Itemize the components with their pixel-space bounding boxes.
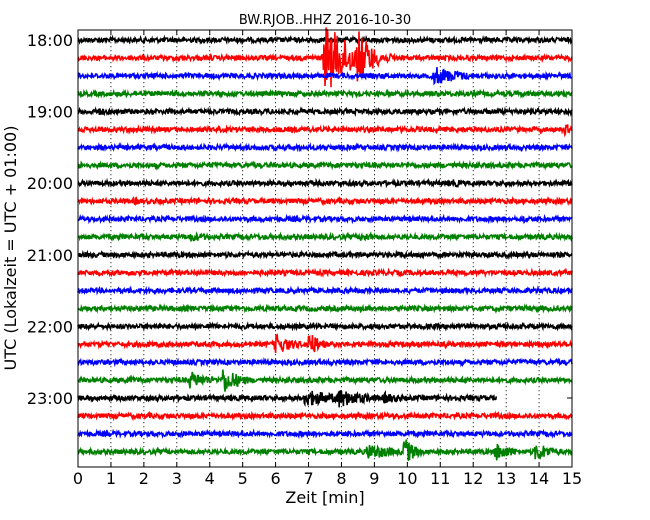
x-tick-label: 11 — [430, 469, 450, 488]
trace-2230 — [77, 357, 573, 368]
x-tick-label: 3 — [172, 469, 182, 488]
trace-1930 — [77, 141, 573, 153]
plot-frame — [77, 29, 573, 468]
trace-2300 — [77, 389, 498, 408]
y-tick-label: 19:00 — [27, 103, 73, 122]
x-tick-label: 6 — [271, 469, 281, 488]
trace-1830 — [77, 67, 573, 86]
trace-1815 — [77, 27, 573, 88]
y-tick-label: 20:00 — [27, 174, 73, 193]
trace-group — [77, 27, 573, 461]
trace-2200 — [77, 321, 573, 332]
trace-2115 — [77, 267, 573, 279]
y-axis-label: UTC (Lokalzeit = UTC + 01:00) — [1, 126, 20, 371]
x-tick-label: 12 — [463, 469, 483, 488]
trace-2315 — [77, 410, 573, 422]
x-axis-label: Zeit [min] — [285, 488, 364, 507]
trace-1845 — [77, 88, 573, 99]
trace-2245 — [77, 369, 573, 392]
x-axis-ticks: 0 1 2 3 4 5 6 7 8 9 10 11 12 13 14 15 — [73, 30, 582, 488]
trace-2045 — [77, 231, 573, 243]
x-tick-label: 7 — [303, 469, 313, 488]
x-tick-label: 0 — [73, 469, 83, 488]
trace-1945 — [77, 159, 573, 171]
x-tick-label: 2 — [139, 469, 149, 488]
trace-2015 — [77, 195, 573, 207]
trace-2030 — [77, 213, 573, 225]
y-tick-label: 22:00 — [27, 317, 73, 336]
trace-2330 — [77, 428, 573, 440]
x-tick-label: 15 — [562, 469, 582, 488]
chart-title: BW.RJOB..HHZ 2016-10-30 — [239, 13, 411, 28]
trace-2215 — [77, 333, 573, 354]
trace-2130 — [77, 285, 573, 296]
x-tick-label: 14 — [529, 469, 549, 488]
trace-2100 — [77, 249, 573, 260]
y-axis-ticks: 18:00 19:00 20:00 21:00 22:00 23:00 — [27, 31, 572, 408]
trace-1900 — [77, 106, 573, 118]
x-tick-label: 13 — [496, 469, 516, 488]
x-tick-label: 8 — [336, 469, 346, 488]
x-tick-label: 5 — [238, 469, 248, 488]
trace-2145 — [77, 303, 573, 314]
trace-2000 — [77, 177, 573, 189]
y-tick-label: 18:00 — [27, 31, 73, 50]
trace-1915 — [77, 124, 573, 138]
y-tick-label: 23:00 — [27, 389, 73, 408]
trace-2345 — [77, 439, 573, 461]
x-tick-label: 10 — [397, 469, 417, 488]
x-tick-label: 9 — [369, 469, 379, 488]
y-tick-label: 21:00 — [27, 246, 73, 265]
trace-1800 — [77, 34, 573, 46]
x-tick-label: 4 — [205, 469, 215, 488]
x-tick-label: 1 — [106, 469, 116, 488]
